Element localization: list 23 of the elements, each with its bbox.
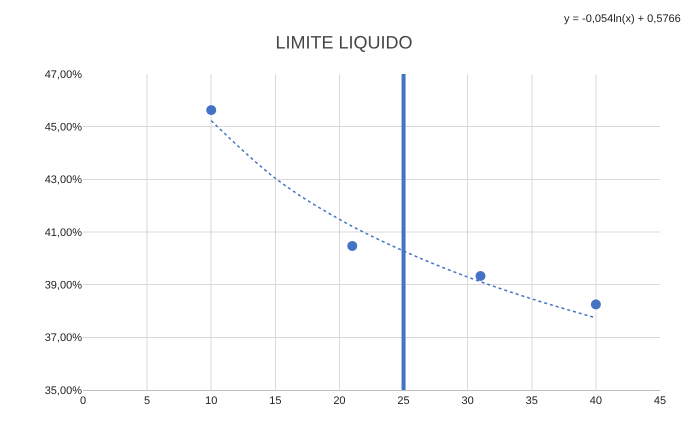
- point: [206, 105, 216, 116]
- point: [347, 240, 358, 251]
- y-tick-label: 43,00%: [44, 174, 82, 186]
- x-tick-label: 25: [397, 395, 410, 408]
- y-tick-label: 45,00%: [44, 122, 82, 134]
- y-tick-label: 37,00%: [44, 332, 82, 344]
- x-tick-label: 40: [590, 395, 602, 408]
- chart-title: LIMITE LIQUIDO: [275, 32, 413, 52]
- x-tick-label: 20: [333, 395, 346, 408]
- x-tick-label: 5: [144, 395, 150, 408]
- x-tick-label: 45: [654, 395, 666, 408]
- x-tick-label: 30: [462, 395, 474, 408]
- y-tick-label: 47,00%: [44, 68, 82, 81]
- x-tick-label: 15: [269, 395, 282, 408]
- y-tick-label: 39,00%: [44, 280, 82, 292]
- y-tick-label: 35,00%: [44, 384, 82, 397]
- point: [590, 299, 601, 310]
- x-tick-label: 10: [205, 395, 218, 408]
- x-tick-label: 0: [80, 395, 86, 408]
- point: [475, 270, 486, 281]
- y-tick-label: 41,00%: [44, 226, 82, 239]
- x-tick-label: 35: [526, 395, 538, 408]
- text: y = -0,054ln(x) + 0,5766: [564, 13, 681, 25]
